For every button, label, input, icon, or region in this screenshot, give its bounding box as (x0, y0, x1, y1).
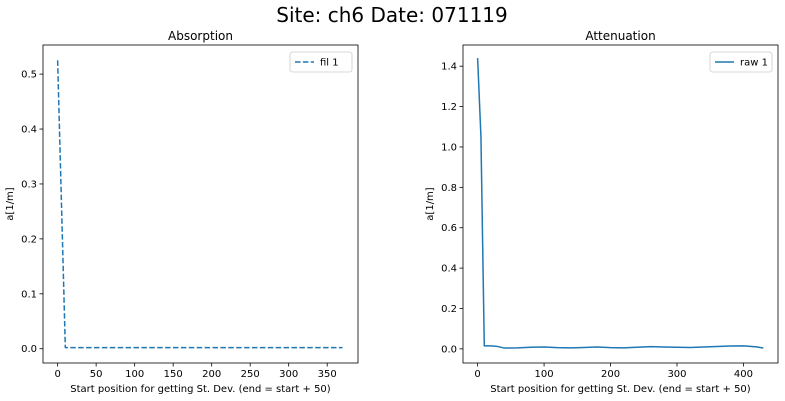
attenuation-ytick-label: 0.4 (441, 264, 457, 275)
absorption-panel: Absorption 0 50 100 150 200 250 300 350 0.0 0.1 0.2… (5, 29, 359, 395)
attenuation-panel: Attenuation 0 100 200 300 400 0.0 0.2 0.4 0.6 0.8 1… (425, 29, 779, 395)
absorption-xtick-label: 250 (241, 369, 260, 380)
absorption-legend-label: fil 1 (320, 58, 339, 69)
attenuation-xtick-label: 200 (601, 369, 620, 380)
absorption-axes-frame (42, 44, 359, 364)
absorption-legend-box (289, 51, 353, 73)
figure-suptitle: Site: ch6 Date: 071119 (276, 3, 508, 27)
attenuation-ytick-label: 0.2 (441, 304, 457, 315)
absorption-xtick-label: 350 (318, 369, 337, 380)
absorption-series-line-fil-1 (56, 60, 343, 349)
attenuation-ytick-label: 1.2 (441, 102, 457, 113)
attenuation-ytick-label: 1.4 (441, 62, 457, 73)
attenuation-x-axis-label: Start position for getting St. Dev. (end… (490, 384, 751, 395)
absorption-ytick-label: 0.0 (21, 344, 37, 355)
attenuation-series-line-raw-1 (476, 58, 764, 349)
attenuation-y-axis-label: a[1/m] (425, 187, 436, 221)
attenuation-title: Attenuation (585, 29, 655, 43)
absorption-ytick-label: 0.3 (21, 179, 37, 190)
attenuation-xtick-label: 100 (535, 369, 554, 380)
absorption-xtick-label: 300 (279, 369, 298, 380)
absorption-xtick-label: 100 (125, 369, 144, 380)
absorption-ytick-label: 0.1 (21, 289, 37, 300)
attenuation-ytick-label: 0.6 (441, 223, 457, 234)
attenuation-xtick-label: 400 (734, 369, 753, 380)
attenuation-ytick-label: 0.8 (441, 183, 457, 194)
absorption-y-axis-label: a[1/m] (5, 187, 16, 221)
absorption-x-axis-label: Start position for getting St. Dev. (end… (70, 384, 331, 395)
attenuation-xtick-label: 0 (474, 369, 480, 380)
absorption-xtick-label: 50 (90, 369, 103, 380)
attenuation-ytick-label: 1.0 (441, 142, 457, 153)
absorption-ytick-label: 0.2 (21, 234, 37, 245)
attenuation-xtick-label: 300 (667, 369, 686, 380)
absorption-ytick-label: 0.5 (21, 70, 37, 81)
absorption-title: Absorption (168, 29, 233, 43)
attenuation-legend-box (709, 51, 773, 73)
absorption-xtick-label: 150 (164, 369, 183, 380)
attenuation-axes-frame (462, 44, 779, 364)
absorption-ytick-label: 0.4 (21, 125, 37, 136)
attenuation-ytick-label: 0.0 (441, 344, 457, 355)
absorption-xtick-label: 0 (54, 369, 60, 380)
attenuation-legend-label: raw 1 (740, 58, 768, 69)
absorption-xtick-label: 200 (202, 369, 221, 380)
